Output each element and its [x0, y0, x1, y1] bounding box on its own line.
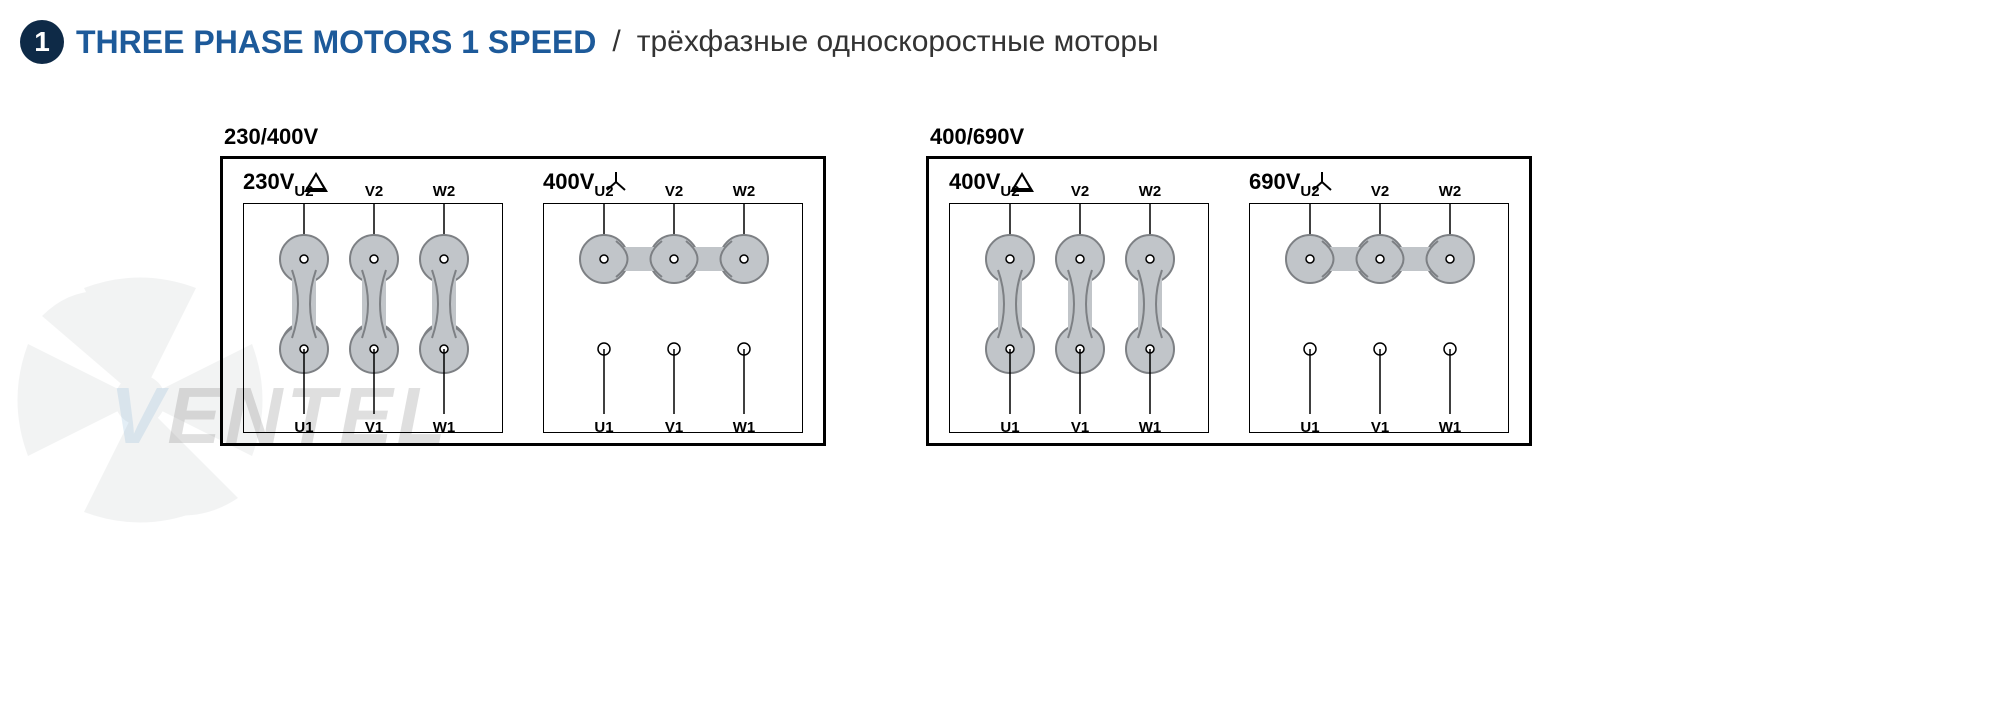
sub-400v-star: 400V U2 V2 W2 [543, 169, 803, 433]
terminal-label: W2 [433, 183, 456, 200]
terminal-box-delta: U2 V2 W2 [949, 203, 1209, 433]
panel-label: 400/690V [926, 124, 1532, 150]
panel-400-690: 400/690V 400V U2 V2 W2 [926, 124, 1532, 446]
terminal-label: V2 [365, 183, 383, 200]
svg-text:U2: U2 [1300, 183, 1319, 200]
section-number-badge: 1 [20, 20, 64, 64]
svg-text:V1: V1 [1071, 419, 1089, 436]
svg-text:V2: V2 [1071, 183, 1089, 200]
svg-text:W1: W1 [1439, 419, 1462, 436]
terminal-label: V1 [365, 419, 383, 436]
panel-230-400: 230/400V 230V U2 V2 W [220, 124, 826, 446]
panel-box: 230V U2 V2 W2 [220, 156, 826, 446]
terminal-box-star: U2 V2 W2 [543, 203, 803, 433]
terminal-label: U1 [294, 419, 313, 436]
svg-text:U1: U1 [1000, 419, 1019, 436]
svg-text:U2: U2 [594, 183, 613, 200]
svg-text:U2: U2 [1000, 183, 1019, 200]
svg-text:W1: W1 [733, 419, 756, 436]
svg-text:V2: V2 [665, 183, 683, 200]
svg-text:V2: V2 [1371, 183, 1389, 200]
panel-label: 230/400V [220, 124, 826, 150]
title-english: THREE PHASE MOTORS 1 SPEED [76, 24, 596, 61]
svg-text:W2: W2 [1139, 183, 1162, 200]
svg-text:W1: W1 [1139, 419, 1162, 436]
svg-text:U1: U1 [594, 419, 613, 436]
svg-text:V1: V1 [665, 419, 683, 436]
svg-text:W2: W2 [1439, 183, 1462, 200]
terminal-box-delta: U2 V2 W2 [243, 203, 503, 433]
title-separator: / [612, 25, 620, 59]
sub-230v-delta: 230V U2 V2 W2 [243, 169, 503, 433]
terminal-label: W1 [433, 419, 456, 436]
title-russian: трёхфазные односкоростные моторы [637, 25, 1159, 59]
section-header: 1 THREE PHASE MOTORS 1 SPEED / трёхфазны… [20, 20, 1977, 64]
svg-text:W2: W2 [733, 183, 756, 200]
terminal-label: U2 [294, 183, 313, 200]
panel-box: 400V U2 V2 W2 [926, 156, 1532, 446]
svg-text:V1: V1 [1371, 419, 1389, 436]
sub-690v-star: 690V U2 V2 W2 [1249, 169, 1509, 433]
terminal-box-star: U2 V2 W2 [1249, 203, 1509, 433]
svg-text:U1: U1 [1300, 419, 1319, 436]
sub-400v-delta: 400V U2 V2 W2 [949, 169, 1209, 433]
diagram-panels: 230/400V 230V U2 V2 W [20, 124, 1977, 446]
